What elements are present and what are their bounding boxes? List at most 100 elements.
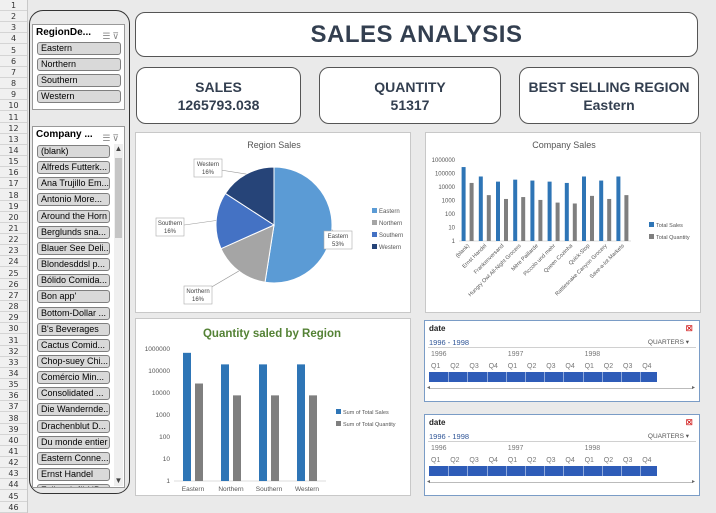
bar-sum-of-total-sales[interactable] [297, 364, 305, 481]
company-slicer-item[interactable]: Ernst Handel [37, 468, 110, 481]
clear-filter-icon[interactable]: ⊠ [685, 417, 693, 427]
quantity-by-region-chart[interactable]: Quantity saled by Region 1 10 100 1000 10000… [135, 318, 411, 496]
row-header[interactable]: 39 [0, 424, 27, 435]
bar-total-sales[interactable] [530, 180, 535, 241]
row-header[interactable]: 23 [0, 245, 27, 257]
row-header[interactable]: 20 [0, 212, 27, 223]
scroll-down-icon[interactable]: ▼ [114, 476, 123, 485]
date-timeline-2[interactable]: date ⊠ 1996 - 1998 QUARTERS ▾ 1996 1997 19… [424, 414, 700, 496]
bar-total-quantity[interactable] [624, 195, 629, 241]
bar-sum-of-total-sales[interactable] [183, 352, 191, 481]
row-header[interactable]: 37 [0, 401, 27, 413]
company-slicer-item[interactable]: Antonio More... [37, 193, 110, 207]
date-timeline-1[interactable]: date ⊠ 1996 - 1998 QUARTERS ▾ 1996 1997 19… [424, 320, 700, 402]
bar-total-quantity[interactable] [469, 182, 474, 241]
row-header[interactable]: 46 [0, 502, 27, 513]
bar-sum-of-total-sales[interactable] [259, 364, 267, 481]
row-header[interactable]: 3 [0, 22, 27, 34]
timeline-scrollbar[interactable]: ◂ ▸ [427, 479, 695, 487]
bar-total-quantity[interactable] [504, 198, 508, 241]
company-slicer-item[interactable]: Bottom-Dollar ... [37, 306, 110, 320]
company-slicer-item[interactable]: Ana Trujillo Em... [37, 177, 110, 191]
company-slicer-item[interactable]: Drachenblut D... [37, 419, 110, 433]
bar-total-quantity[interactable] [555, 202, 560, 241]
row-header[interactable]: 1 [0, 0, 27, 11]
company-slicer-item[interactable]: Bon app' [37, 290, 110, 304]
bar-total-quantity[interactable] [521, 197, 526, 241]
row-header[interactable]: 5 [0, 45, 27, 56]
row-header[interactable]: 18 [0, 190, 27, 201]
company-slicer-item[interactable]: Alfreds Futterk... [37, 161, 110, 175]
row-header[interactable]: 15 [0, 156, 27, 168]
company-slicer-item[interactable]: Chop-suey Chi... [37, 354, 110, 368]
company-slicer-item[interactable]: Blondesddsl p... [37, 258, 110, 272]
row-header[interactable]: 41 [0, 446, 27, 457]
bar-total-quantity[interactable] [572, 203, 577, 241]
row-header[interactable]: 16 [0, 167, 27, 179]
row-header[interactable]: 44 [0, 479, 27, 491]
bar-sum-of-total-quantity[interactable] [309, 395, 317, 481]
row-header[interactable]: 21 [0, 223, 27, 234]
bar-sum-of-total-quantity[interactable] [271, 395, 279, 481]
scroll-left-icon[interactable]: ◂ [427, 479, 431, 485]
row-header[interactable]: 6 [0, 56, 27, 67]
company-slicer-item[interactable]: Comércio Min... [37, 371, 110, 385]
row-header[interactable]: 29 [0, 312, 27, 324]
region-slicer-item[interactable]: Eastern [37, 42, 121, 55]
timeline-selection-bar[interactable] [429, 372, 657, 382]
scroll-left-icon[interactable]: ◂ [427, 385, 431, 391]
timeline-selection-bar[interactable] [429, 466, 657, 476]
row-header[interactable]: 17 [0, 178, 27, 190]
company-slicer-item[interactable]: Du monde entier [37, 435, 110, 449]
bar-total-sales[interactable] [564, 182, 569, 241]
region-slicer-item[interactable]: Southern [37, 74, 121, 87]
row-header[interactable]: 31 [0, 335, 27, 346]
row-header[interactable]: 10 [0, 100, 27, 112]
company-slicer-item[interactable]: B's Beverages [37, 322, 110, 336]
row-header[interactable]: 30 [0, 323, 27, 335]
row-header[interactable]: 4 [0, 33, 27, 45]
company-slicer-item[interactable]: Cactus Comid... [37, 338, 110, 352]
row-header[interactable]: 32 [0, 346, 27, 357]
bar-total-quantity[interactable] [538, 199, 543, 241]
bar-total-quantity[interactable] [590, 195, 594, 241]
scroll-thumb[interactable] [115, 158, 122, 238]
row-header[interactable]: 38 [0, 413, 27, 424]
company-slicer-item[interactable]: Eastern Conne... [37, 451, 110, 465]
row-header[interactable]: 34 [0, 368, 27, 379]
clear-filter-icon[interactable]: ⊠ [685, 323, 693, 333]
scroll-right-icon[interactable]: ▸ [691, 385, 695, 391]
bar-total-sales[interactable] [547, 181, 552, 241]
bar-total-sales[interactable] [496, 181, 500, 241]
row-header[interactable]: 40 [0, 435, 27, 446]
bar-total-sales[interactable] [616, 176, 621, 241]
bar-total-sales[interactable] [513, 179, 518, 241]
multi-select-icon[interactable]: ☰ [102, 133, 113, 143]
company-sales-chart[interactable]: Company Sales 1 10 100 1000 10000 100000 10000… [425, 132, 701, 313]
company-slicer-item[interactable]: Blauer See Deli... [37, 241, 110, 255]
multi-select-icon[interactable]: ☰ [102, 31, 113, 41]
bar-sum-of-total-quantity[interactable] [195, 383, 203, 481]
row-header[interactable]: 7 [0, 67, 27, 78]
clear-filter-icon[interactable]: ⊽ [112, 31, 121, 41]
row-header[interactable]: 13 [0, 134, 27, 145]
row-header[interactable]: 33 [0, 357, 27, 368]
region-slicer[interactable]: RegionDe... ☰⊽ Eastern Northern Southern… [32, 24, 125, 110]
bar-total-sales[interactable] [478, 176, 483, 241]
row-header[interactable]: 12 [0, 123, 27, 134]
row-header[interactable]: 26 [0, 279, 27, 290]
row-header[interactable]: 36 [0, 390, 27, 402]
row-header[interactable]: 45 [0, 491, 27, 502]
row-header[interactable]: 8 [0, 78, 27, 90]
bar-total-sales[interactable] [461, 167, 466, 241]
scroll-up-icon[interactable]: ▲ [114, 144, 123, 153]
bar-total-quantity[interactable] [486, 195, 491, 241]
row-header[interactable]: 9 [0, 89, 27, 101]
row-header[interactable]: 25 [0, 268, 27, 279]
row-header[interactable]: 42 [0, 457, 27, 469]
company-slicer-item[interactable]: Around the Horn [37, 209, 110, 223]
timeline-scrollbar[interactable]: ◂ ▸ [427, 385, 695, 393]
company-slicer-item[interactable]: Consolidated ... [37, 387, 110, 401]
bar-total-quantity[interactable] [607, 198, 612, 241]
company-slicer-item[interactable]: Die Wandernde... [37, 403, 110, 417]
